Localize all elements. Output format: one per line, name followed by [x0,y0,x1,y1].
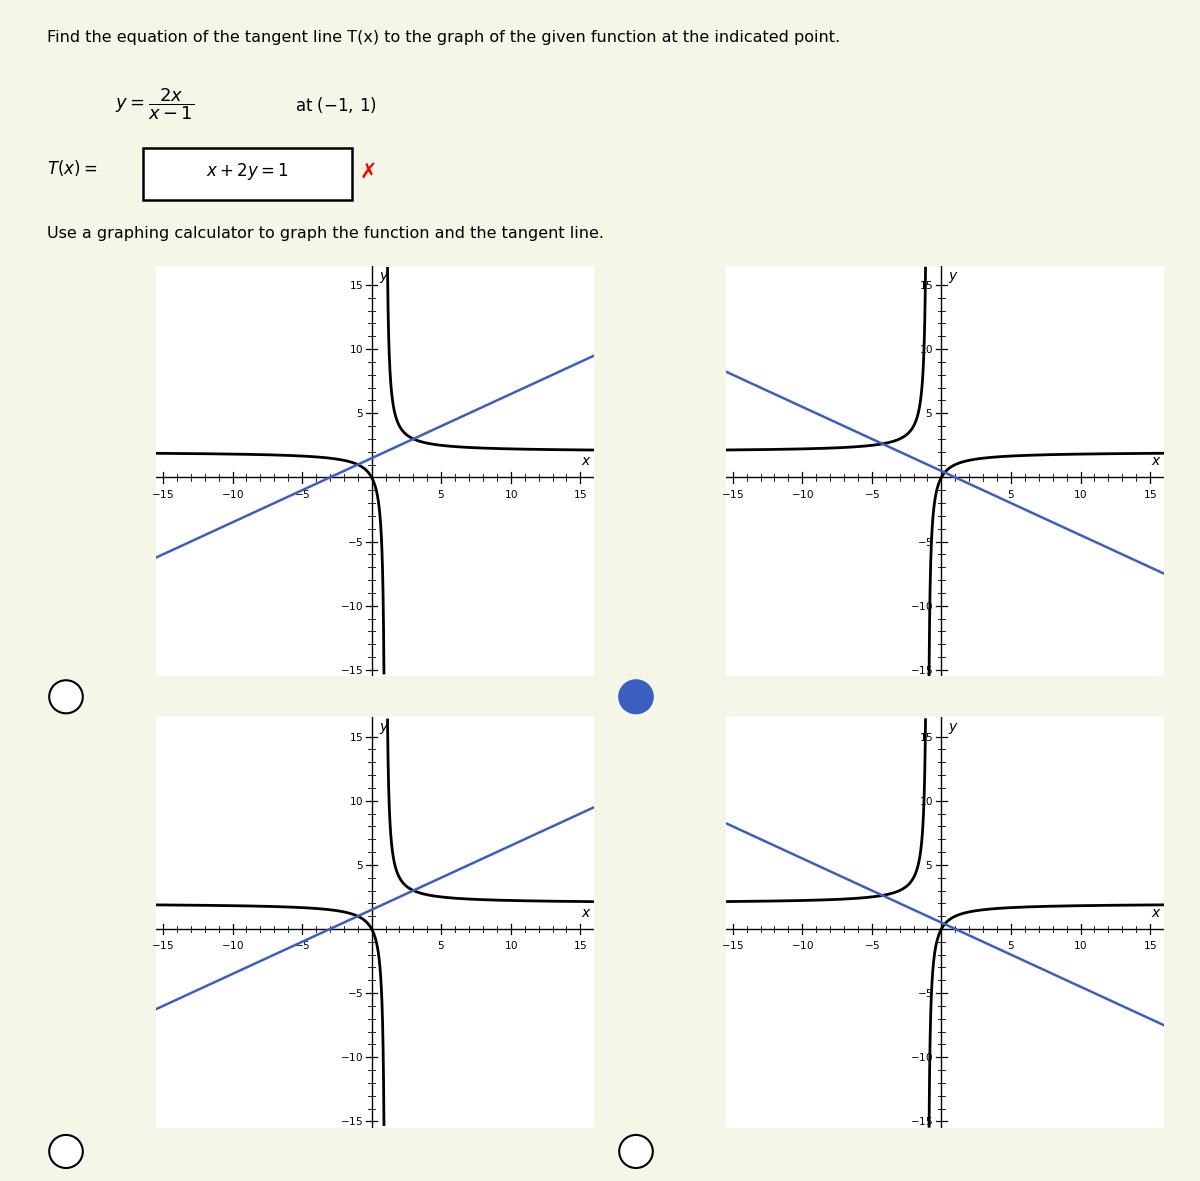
Text: $-15$: $-15$ [341,664,364,676]
Text: $-10$: $-10$ [910,600,934,612]
Text: $5$: $5$ [437,488,445,500]
Text: $15$: $15$ [349,279,364,291]
Text: $-5$: $-5$ [864,488,880,500]
Text: $-15$: $-15$ [151,488,174,500]
Text: $-10$: $-10$ [221,939,244,951]
Text: $-5$: $-5$ [917,987,934,999]
Text: $-5$: $-5$ [347,987,364,999]
Text: $10$: $10$ [349,795,364,807]
Text: $y$: $y$ [379,269,389,285]
Text: $10$: $10$ [918,795,934,807]
Text: $-15$: $-15$ [910,664,934,676]
Text: $-15$: $-15$ [341,1115,364,1128]
Text: $10$: $10$ [504,939,518,951]
Text: $-10$: $-10$ [340,600,364,612]
Text: $y = \dfrac{2x}{x-1}$: $y = \dfrac{2x}{x-1}$ [115,86,194,122]
Text: $-10$: $-10$ [791,939,814,951]
Text: $5$: $5$ [925,859,934,870]
Text: $-10$: $-10$ [221,488,244,500]
Text: $10$: $10$ [349,344,364,355]
Text: $10$: $10$ [1073,488,1087,500]
Text: $-15$: $-15$ [151,939,174,951]
Text: $x$: $x$ [581,906,592,920]
Text: $-10$: $-10$ [910,1051,934,1063]
Text: $15$: $15$ [919,731,934,743]
Text: $-5$: $-5$ [294,939,311,951]
Text: $10$: $10$ [1073,939,1087,951]
Text: $5$: $5$ [355,407,364,419]
Text: $15$: $15$ [919,279,934,291]
Text: $x$: $x$ [581,455,592,469]
Text: $-5$: $-5$ [864,939,880,951]
FancyBboxPatch shape [143,148,352,200]
Text: $y$: $y$ [948,269,959,285]
Text: $x$: $x$ [1151,906,1162,920]
Text: $15$: $15$ [349,731,364,743]
Text: $-5$: $-5$ [294,488,311,500]
Text: $-15$: $-15$ [721,939,744,951]
Text: $15$: $15$ [574,488,588,500]
Text: $x + 2y = 1$: $x + 2y = 1$ [206,162,289,182]
Text: ✗: ✗ [360,162,377,182]
Text: $5$: $5$ [437,939,445,951]
Text: Find the equation of the tangent line T(x) to the graph of the given function at: Find the equation of the tangent line T(… [47,31,840,45]
Text: $5$: $5$ [1007,939,1015,951]
Text: $15$: $15$ [1142,488,1157,500]
Text: $x$: $x$ [1151,455,1162,469]
Text: $y$: $y$ [948,722,959,736]
Text: $5$: $5$ [925,407,934,419]
Text: $-15$: $-15$ [910,1115,934,1128]
Text: at $(-1,\, 1)$: at $(-1,\, 1)$ [295,96,377,116]
Text: $15$: $15$ [1142,939,1157,951]
Text: $-5$: $-5$ [347,535,364,548]
Text: $15$: $15$ [574,939,588,951]
Text: $10$: $10$ [504,488,518,500]
Text: Use a graphing calculator to graph the function and the tangent line.: Use a graphing calculator to graph the f… [47,226,605,241]
Text: $-10$: $-10$ [791,488,814,500]
Text: $-15$: $-15$ [721,488,744,500]
Text: $5$: $5$ [355,859,364,870]
Text: $10$: $10$ [918,344,934,355]
Text: $-5$: $-5$ [917,535,934,548]
Text: $y$: $y$ [379,722,389,736]
Text: $5$: $5$ [1007,488,1015,500]
Text: $T(x) =$: $T(x) =$ [47,158,97,178]
Text: $-10$: $-10$ [340,1051,364,1063]
